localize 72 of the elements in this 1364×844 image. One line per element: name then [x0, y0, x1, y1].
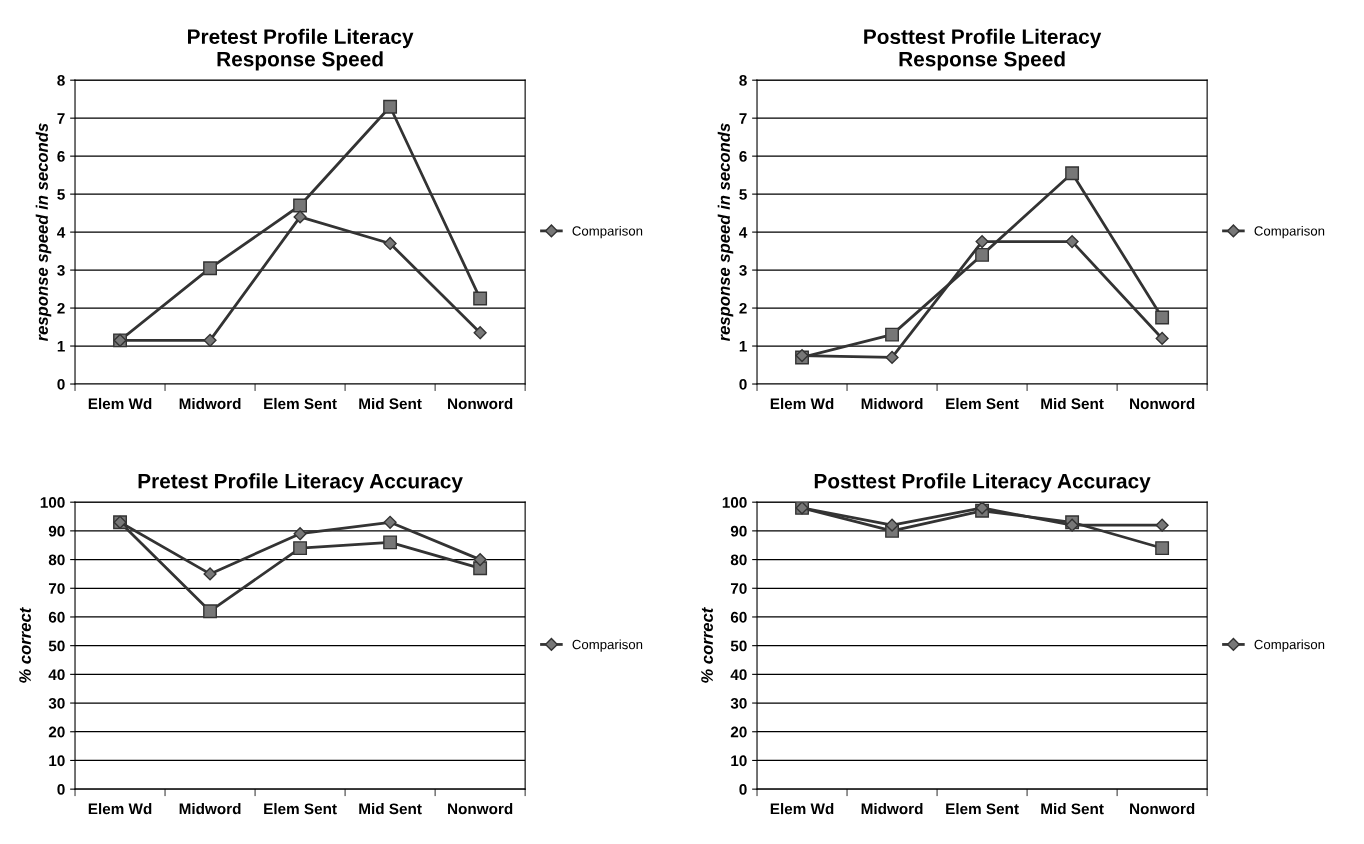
y-tick-label: 6 [57, 151, 65, 162]
y-tick-label: 60 [730, 611, 747, 623]
legend-label: Comparison [572, 225, 643, 239]
x-tick-label: Midword [179, 803, 241, 815]
x-tick-label: Mid Sent [359, 803, 422, 815]
y-tick-label: 0 [739, 784, 747, 795]
x-tick-label: Midword [861, 397, 923, 410]
x-tick-label: Elem Sent [946, 803, 1019, 815]
y-tick-label: 10 [731, 755, 747, 767]
y-tick-label: 60 [48, 611, 65, 623]
y-tick-label: 40 [730, 669, 747, 681]
y-axis-title: response speed in seconds [717, 123, 734, 342]
x-tick-label: Elem Wd [770, 803, 834, 815]
x-tick-label: Mid Sent [359, 397, 422, 410]
x-tick-label: Mid Sent [1041, 397, 1104, 410]
y-tick-label: 0 [57, 378, 65, 390]
y-tick-label: 100 [722, 497, 747, 508]
chart-title: Pretest Profile Literacy Response Speed [188, 28, 414, 71]
y-tick-label: 2 [57, 302, 65, 314]
x-tick-label: Nonword [448, 803, 513, 815]
x-tick-label: Elem Sent [264, 803, 337, 815]
y-axis-title: % correct [19, 607, 31, 683]
y-tick-label: 7 [57, 113, 65, 124]
y-tick-label: 8 [57, 75, 65, 86]
y-tick-label: 90 [48, 525, 65, 537]
y-tick-label: 90 [730, 525, 747, 537]
y-tick-label: 2 [739, 302, 747, 314]
x-tick-label: Nonword [1130, 397, 1195, 410]
y-tick-label: 1 [57, 341, 65, 352]
y-tick-label: 4 [57, 227, 66, 238]
x-tick-label: Nonword [448, 397, 513, 410]
y-tick-label: 20 [48, 726, 65, 738]
chart-title: Posttest Profile Literacy Accuracy [814, 473, 1151, 493]
y-tick-label: 0 [57, 784, 65, 795]
y-tick-label: 4 [739, 227, 748, 238]
y-tick-label: 3 [739, 264, 747, 276]
y-tick-label: 1 [739, 341, 747, 352]
y-tick-label: 5 [739, 189, 747, 200]
y-tick-label: 10 [49, 755, 65, 767]
y-tick-label: 8 [739, 75, 747, 86]
chart-title: Pretest Profile Literacy Accuracy [138, 473, 463, 493]
y-tick-label: 7 [739, 113, 747, 124]
y-tick-label: 5 [57, 189, 65, 200]
chart-title: Posttest Profile Literacy Response Speed [864, 28, 1102, 71]
y-tick-label: 6 [739, 151, 747, 162]
y-tick-label: 40 [48, 669, 65, 681]
y-tick-label: 80 [730, 554, 747, 566]
y-tick-label: 80 [48, 554, 65, 566]
y-tick-label: 50 [730, 640, 747, 652]
x-tick-label: Nonword [1130, 803, 1195, 815]
x-tick-label: Elem Wd [88, 803, 152, 815]
x-tick-label: Elem Sent [946, 397, 1019, 410]
y-tick-label: 20 [730, 726, 747, 738]
y-axis-title: response speed in seconds [35, 123, 52, 342]
x-tick-label: Elem Sent [264, 397, 337, 410]
y-tick-label: 70 [48, 583, 65, 594]
legend-label: Comparison [1254, 225, 1325, 239]
y-tick-label: 0 [739, 378, 747, 390]
y-axis-title: % correct [701, 607, 713, 683]
legend-label: Comparison [572, 639, 643, 652]
y-tick-label: 50 [48, 640, 65, 652]
x-tick-label: Midword [861, 803, 923, 815]
x-tick-label: Elem Wd [770, 397, 834, 410]
x-tick-label: Elem Wd [88, 397, 152, 410]
legend-label: Comparison [1254, 639, 1325, 652]
x-tick-label: Mid Sent [1041, 803, 1104, 815]
y-tick-label: 70 [730, 583, 747, 594]
x-tick-label: Midword [179, 397, 241, 410]
y-tick-label: 30 [730, 697, 747, 709]
y-tick-label: 3 [57, 264, 65, 276]
y-tick-label: 100 [40, 497, 65, 508]
y-tick-label: 30 [48, 697, 65, 709]
